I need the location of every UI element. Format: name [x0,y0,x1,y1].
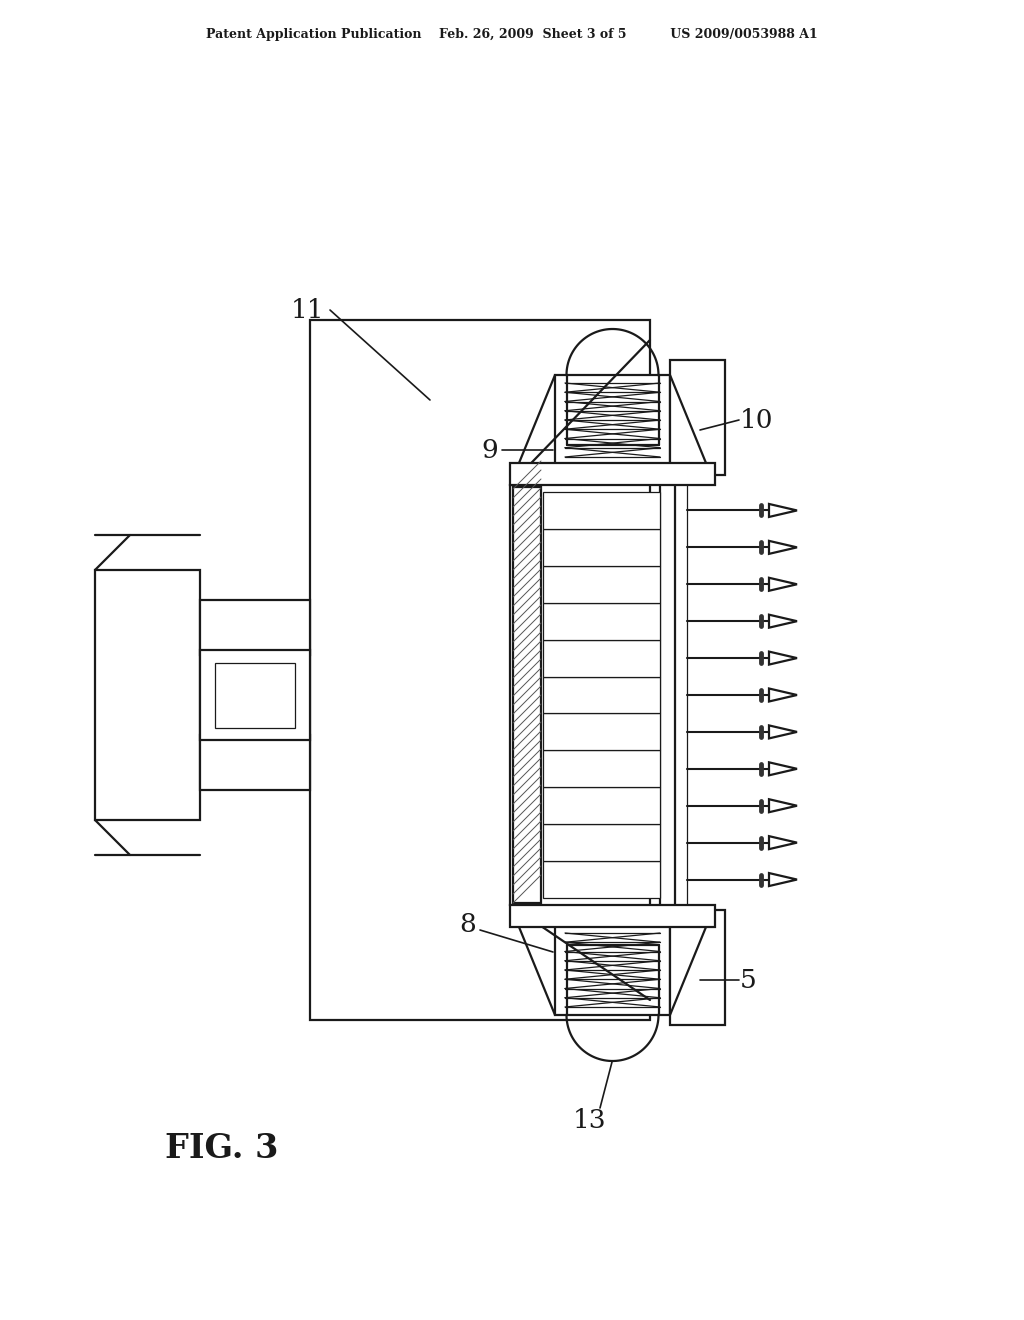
Text: 10: 10 [740,408,773,433]
Bar [200,601,310,655]
Polygon shape [769,836,797,849]
Polygon shape [769,504,797,517]
Polygon shape [769,615,797,628]
Bar [510,463,715,484]
Bar [555,375,670,465]
Bar [513,487,541,903]
Polygon shape [769,763,797,775]
Bar [670,360,725,475]
Text: 9: 9 [481,437,499,462]
Bar [510,484,528,906]
Polygon shape [769,689,797,701]
Bar [543,566,660,603]
Bar [543,750,660,787]
Bar [543,824,660,861]
Bar [510,906,715,927]
Text: 5: 5 [740,968,757,993]
Bar [660,480,675,909]
Text: 11: 11 [291,297,325,322]
Polygon shape [769,652,797,664]
Bar [670,909,725,1026]
Polygon shape [769,873,797,886]
Bar [310,319,650,1020]
Bar [543,787,660,824]
Bar [215,663,295,729]
Bar [543,603,660,640]
Bar [543,677,660,713]
Bar [543,640,660,677]
Polygon shape [769,799,797,812]
Bar [555,925,670,1015]
Polygon shape [769,541,797,554]
Bar [543,529,660,566]
Bar [543,492,660,529]
Bar [543,713,660,750]
Bar [200,735,310,789]
Polygon shape [769,726,797,738]
Bar [95,570,200,820]
Text: 8: 8 [460,912,476,937]
Bar [675,480,687,909]
Polygon shape [769,578,797,591]
Text: FIG. 3: FIG. 3 [165,1133,279,1166]
Bar [200,649,310,741]
Text: Patent Application Publication    Feb. 26, 2009  Sheet 3 of 5          US 2009/0: Patent Application Publication Feb. 26, … [206,28,818,41]
Text: 13: 13 [573,1107,607,1133]
Bar [543,861,660,898]
